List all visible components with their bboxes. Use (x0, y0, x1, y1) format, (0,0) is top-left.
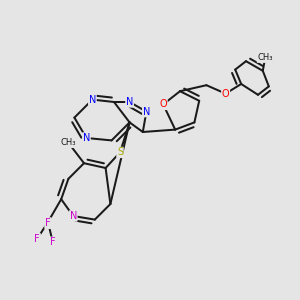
Text: N: N (126, 97, 133, 107)
Text: F: F (34, 234, 40, 244)
Text: N: N (143, 106, 150, 117)
Text: N: N (89, 94, 96, 105)
Text: O: O (222, 88, 230, 99)
Text: F: F (45, 218, 51, 228)
Text: CH₃: CH₃ (257, 53, 273, 62)
Text: CH₃: CH₃ (61, 138, 76, 147)
Text: F: F (34, 234, 40, 244)
Text: O: O (159, 99, 167, 110)
Text: S: S (117, 147, 123, 158)
Text: CH₃: CH₃ (61, 138, 76, 147)
Text: N: N (70, 211, 77, 221)
Text: F: F (45, 218, 51, 228)
Text: CH₃: CH₃ (257, 53, 273, 62)
Text: F: F (50, 237, 56, 248)
Text: N: N (83, 133, 90, 143)
Text: F: F (50, 237, 56, 248)
